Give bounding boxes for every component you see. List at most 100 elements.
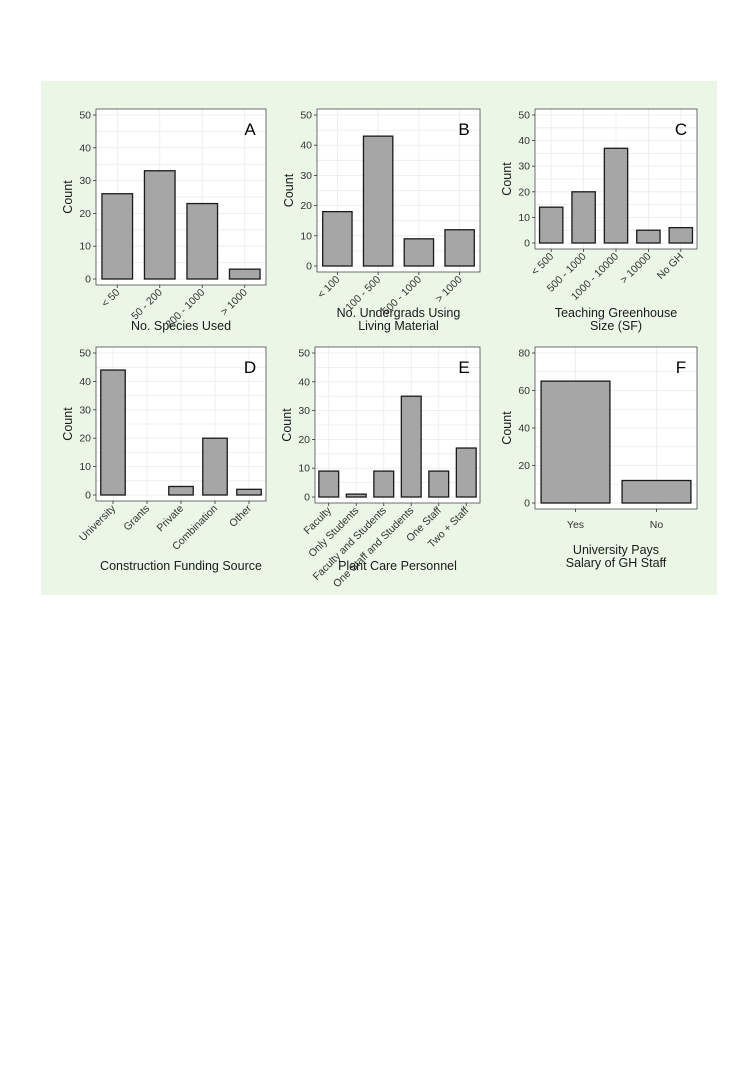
ytick-label: 50 — [79, 348, 91, 360]
ytick-label: 80 — [518, 348, 530, 360]
bar-b-1 — [322, 210, 353, 267]
ytick-label: 0 — [85, 490, 91, 502]
bar-d-4 — [202, 437, 228, 496]
ytick-label: 40 — [79, 142, 91, 154]
panel-letter-f: F — [676, 358, 686, 377]
ytick-label: 20 — [298, 434, 310, 446]
ytick-label: 20 — [79, 433, 91, 445]
ytick-label: 50 — [79, 110, 91, 122]
ytick-label: 10 — [298, 463, 310, 475]
bar-b-4 — [444, 229, 475, 267]
bar-f-1 — [540, 380, 611, 504]
x-axis-title: Teaching Greenhouse — [555, 306, 677, 320]
xtick-label: Private — [155, 503, 187, 535]
figure-panel: 0 10 20 30 40 50 < 50 50 - 200 200 - 1000 > 1000 C… — [41, 81, 717, 595]
ytick-label: 10 — [518, 212, 530, 224]
bar-d-1 — [100, 369, 126, 496]
ytick-label: 0 — [306, 261, 312, 273]
ytick-label: 30 — [298, 405, 310, 417]
xtick-label: < 50 — [99, 287, 122, 310]
x-axis-title: Construction Funding Source — [100, 559, 262, 573]
y-axis-title: Count — [61, 407, 75, 441]
bar-e-3 — [373, 470, 395, 498]
ytick-label: 30 — [79, 404, 91, 416]
xtick-label: No — [650, 519, 664, 531]
bar-a-3 — [186, 202, 219, 280]
bar-e-2 — [345, 493, 367, 498]
xtick-label: < 500 — [529, 251, 556, 278]
bar-b-2 — [362, 135, 394, 267]
ytick-label: 50 — [300, 110, 312, 122]
bar-d-5 — [236, 488, 262, 496]
bar-c-1 — [538, 206, 564, 244]
xtick-label: No GH — [655, 251, 686, 282]
bar-a-1 — [101, 193, 134, 280]
ytick-label: 0 — [85, 274, 91, 286]
bar-c-4 — [636, 229, 661, 244]
x-axis-title: Size (SF) — [590, 319, 642, 333]
bar-e-5 — [428, 470, 450, 498]
y-axis-title: Count — [500, 162, 514, 196]
x-axis-title: No. Undergrads Using — [337, 306, 461, 320]
y-axis-title: Count — [282, 173, 296, 207]
bar-f-2 — [621, 479, 692, 504]
plot-frame-a — [95, 108, 267, 286]
xtick-label: Yes — [567, 519, 584, 531]
ytick-label: 10 — [79, 241, 91, 253]
xtick-label: Grants — [121, 503, 152, 534]
ytick-label: 30 — [300, 170, 312, 182]
ytick-label: 20 — [518, 186, 530, 198]
ytick-label: 20 — [300, 200, 312, 212]
ytick-label: 0 — [304, 492, 310, 504]
ytick-label: 40 — [518, 135, 530, 147]
ytick-label: 40 — [298, 376, 310, 388]
ytick-label: 50 — [298, 348, 310, 360]
y-axis-title: Count — [280, 408, 294, 442]
xtick-label: > 1000 — [433, 274, 465, 306]
bar-a-4 — [228, 268, 261, 280]
ytick-label: 40 — [518, 423, 530, 435]
bar-a-2 — [143, 170, 176, 280]
ytick-label: 10 — [300, 230, 312, 242]
xtick-label: 50 - 200 — [129, 287, 165, 323]
x-axis-title: Living Material — [358, 319, 439, 333]
ytick-label: 0 — [524, 498, 530, 510]
ytick-label: 10 — [79, 461, 91, 473]
xtick-label: University — [77, 502, 119, 544]
ytick-label: 0 — [524, 238, 530, 250]
ytick-label: 40 — [300, 140, 312, 152]
plot-frame-b — [316, 108, 481, 273]
xtick-label: Other — [227, 502, 254, 529]
ytick-label: 50 — [518, 110, 530, 122]
bar-b-3 — [403, 238, 435, 267]
ytick-label: 40 — [79, 376, 91, 388]
xtick-label: > 10000 — [618, 251, 654, 287]
plot-frame-e — [314, 346, 481, 504]
chart-f: 0 20 40 60 80 Yes No Count University PaysSalary… — [500, 346, 698, 570]
panel-letter-e: E — [458, 358, 469, 377]
bar-d-3 — [168, 485, 194, 496]
panel-letter-b: B — [458, 120, 469, 139]
bar-e-1 — [318, 470, 340, 498]
bar-c-5 — [668, 226, 694, 244]
xtick-label: > 1000 — [218, 287, 250, 319]
y-axis-title: Count — [61, 180, 75, 214]
panel-letter-a: A — [244, 120, 256, 139]
bar-c-2 — [571, 191, 596, 244]
y-axis-title: Count — [500, 411, 514, 445]
panel-letter-d: D — [244, 358, 256, 377]
xtick-label: < 100 — [315, 274, 342, 301]
ytick-label: 60 — [518, 385, 530, 397]
ytick-label: 20 — [79, 208, 91, 220]
bar-c-3 — [603, 147, 629, 244]
bar-e-4 — [400, 395, 422, 498]
ytick-label: 30 — [518, 161, 530, 173]
bar-e-6 — [455, 447, 477, 498]
x-axis-title: No. Species Used — [131, 319, 231, 333]
x-axis-title: Salary of GH Staff — [566, 556, 667, 570]
